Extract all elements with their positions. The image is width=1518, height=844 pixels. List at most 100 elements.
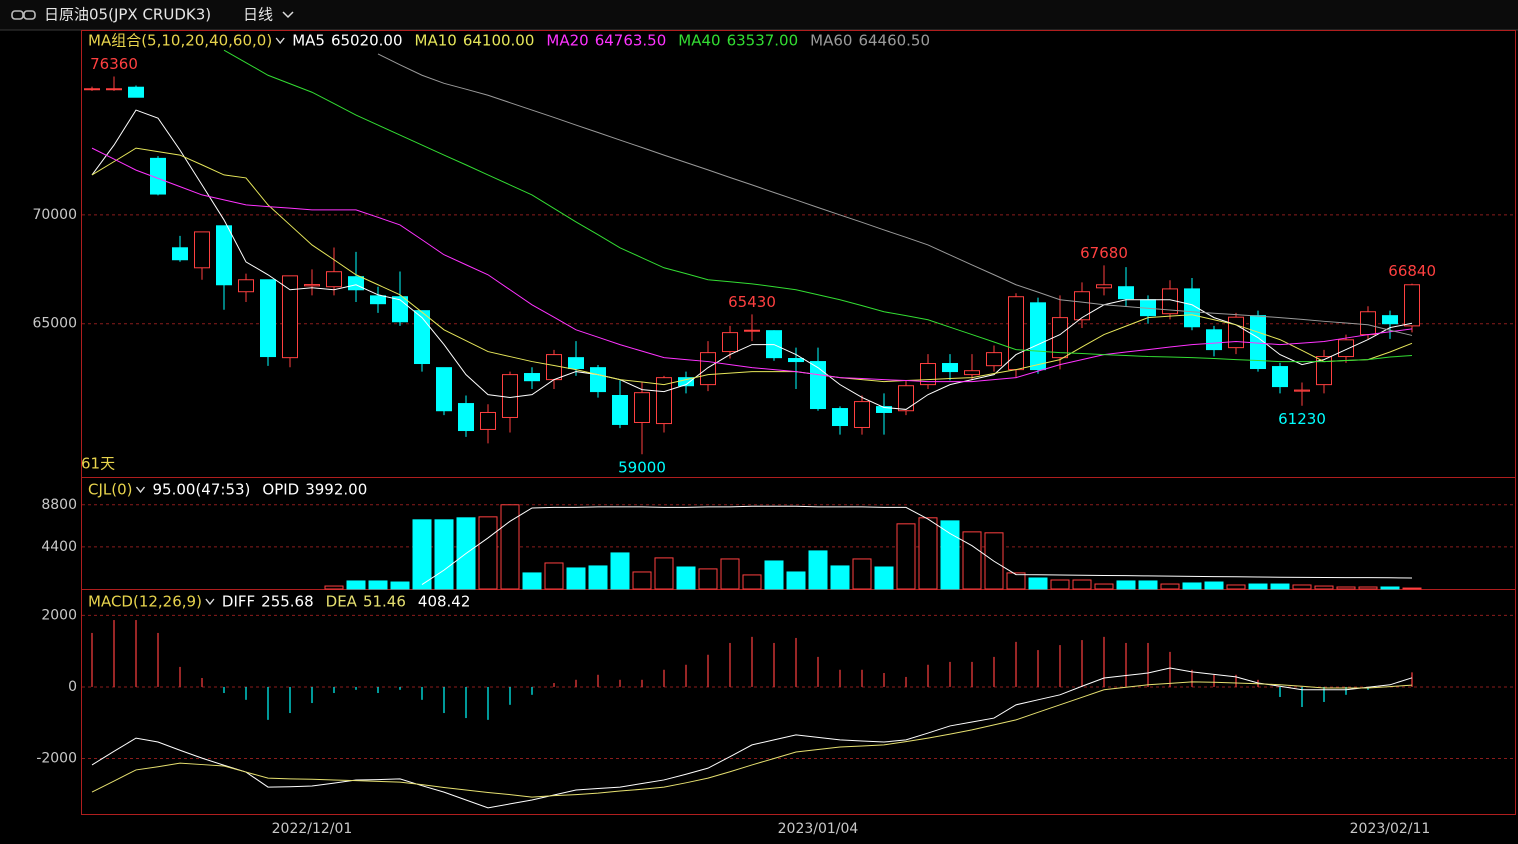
volume-bar — [1094, 583, 1114, 590]
candle-body — [524, 373, 540, 382]
volume-bar — [1270, 583, 1290, 590]
period-selector[interactable]: 日线 — [243, 6, 273, 24]
volume-bar — [1138, 580, 1158, 590]
volume-bar — [918, 517, 938, 590]
candle-body — [370, 295, 386, 305]
candle-body — [898, 385, 914, 412]
day-count: 61天 — [81, 455, 115, 473]
volume-bar — [1204, 581, 1224, 590]
volume-bar — [1314, 585, 1334, 590]
legend-chevron[interactable] — [205, 598, 215, 606]
candle-body — [1316, 356, 1332, 386]
legend-value: 255.68 — [261, 593, 314, 611]
candle-body — [1382, 315, 1398, 325]
candle-body — [1184, 288, 1200, 328]
candle-body — [1272, 366, 1288, 388]
candle-body — [326, 271, 342, 288]
series-line — [421, 505, 1413, 585]
x-tick-label: 2023/01/04 — [778, 821, 859, 837]
candle-body — [392, 296, 408, 323]
legend-value: 3992.00 — [305, 481, 367, 499]
volume-bar — [720, 558, 740, 590]
legend-value: 65020.00 — [331, 32, 403, 50]
candle-body — [876, 406, 892, 413]
legend-value: 51.46 — [363, 593, 406, 611]
series-line — [91, 667, 1413, 809]
candle-body — [128, 86, 144, 98]
candle-body — [106, 88, 122, 91]
candle-body — [854, 401, 870, 428]
candle-body — [172, 247, 188, 261]
period-chevron[interactable] — [282, 11, 294, 19]
legend-chevron[interactable] — [275, 37, 285, 45]
volume-bar — [962, 531, 982, 590]
volume-bar — [852, 558, 872, 590]
volume-bar — [1050, 579, 1070, 590]
volume-bar — [874, 566, 894, 590]
link-icon[interactable] — [11, 10, 36, 20]
legend-title: CJL(0) — [88, 481, 133, 499]
volume-bar — [654, 557, 674, 590]
volume-bar — [588, 565, 608, 590]
y-tick-label: 0 — [68, 679, 77, 695]
volume-bar — [742, 574, 762, 590]
candle-body — [282, 275, 298, 359]
volume-bar — [610, 552, 630, 590]
candle-body — [1008, 296, 1024, 371]
extreme-label: 66840 — [1388, 262, 1436, 280]
candle-body — [260, 279, 276, 358]
legend-chevron[interactable] — [135, 486, 146, 494]
candle-body — [1118, 286, 1134, 300]
series-line — [223, 49, 1413, 363]
volume-bar — [698, 568, 718, 590]
volume-bar — [500, 504, 520, 590]
volume-bar — [1072, 579, 1092, 590]
candle-body — [744, 329, 760, 332]
candle-body — [1206, 329, 1222, 351]
candle-body — [942, 363, 958, 373]
volume-bar — [1402, 587, 1422, 590]
legend-name: MA20 — [546, 32, 588, 50]
y-tick-label: -2000 — [36, 750, 77, 766]
candle-body — [634, 392, 650, 423]
candle-body — [986, 352, 1002, 367]
volume-bar — [1182, 582, 1202, 590]
y-tick-label: 4400 — [41, 539, 77, 555]
y-tick-label: 8800 — [41, 497, 77, 513]
series-line — [91, 147, 1413, 386]
volume-bar — [434, 519, 454, 590]
volume-bar — [478, 516, 498, 590]
candle-body — [304, 284, 320, 287]
series-line — [377, 53, 1413, 336]
volume-bar — [830, 565, 850, 590]
volume-bar — [1336, 586, 1356, 590]
candle-body — [656, 377, 672, 425]
volume-bar — [940, 520, 960, 590]
candle-body — [810, 361, 826, 410]
candle-body — [1096, 284, 1112, 289]
candle-body — [590, 367, 606, 393]
series-line — [91, 147, 1413, 383]
extreme-label: 59000 — [618, 459, 666, 477]
volume-bar — [1006, 572, 1026, 590]
legend-name: MA60 — [810, 32, 852, 50]
volume-bar — [324, 585, 344, 590]
volume-bar — [786, 571, 806, 590]
legend-value: 63537.00 — [727, 32, 799, 50]
volume-bar — [808, 550, 828, 590]
candle-body — [1052, 317, 1068, 359]
y-tick-label: 70000 — [32, 207, 77, 223]
x-tick-label: 2022/12/01 — [272, 821, 353, 837]
volume-bar — [1248, 583, 1268, 590]
candle-body — [480, 411, 496, 430]
volume-bar — [1116, 580, 1136, 590]
candle-body — [612, 395, 628, 425]
candle-body — [788, 358, 804, 363]
legend-value: 64763.50 — [595, 32, 667, 50]
candle-body — [216, 225, 232, 286]
volume-bar — [676, 566, 696, 590]
volume-bar — [764, 560, 784, 590]
legend-name: DIFF — [222, 593, 255, 611]
volume-bar — [1160, 583, 1180, 590]
